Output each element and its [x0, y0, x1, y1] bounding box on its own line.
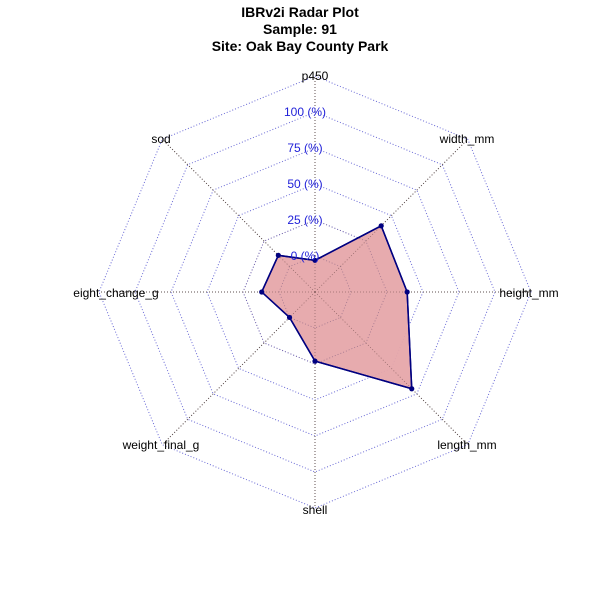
ring-label: 25 (%)	[287, 213, 322, 227]
axis-label-height_mm: height_mm	[499, 286, 558, 300]
data-point-length_mm	[409, 386, 415, 392]
ring-label: 100 (%)	[284, 105, 326, 119]
axis-label-width_mm: width_mm	[439, 132, 495, 146]
axis-label-p450: p450	[302, 69, 329, 83]
axis-label-weight_final_g: weight_final_g	[122, 438, 200, 452]
grid-spoke-overlay	[161, 291, 316, 446]
grid-ring-overlay	[278, 255, 352, 329]
chart-title: IBRv2i Radar Plot	[241, 4, 359, 20]
data-point-width_mm	[378, 223, 384, 229]
ring-label: 50 (%)	[287, 177, 322, 191]
data-point-weight_final_g	[286, 314, 293, 321]
axis-label-eight_change_g: eight_change_g	[73, 286, 158, 300]
axis-label-sod: sod	[151, 132, 170, 146]
chart-subtitle-sample: Sample: 91	[263, 21, 337, 37]
data-area	[260, 224, 413, 390]
data-point-height_mm	[404, 289, 410, 295]
data-point-eight_change_g	[259, 289, 265, 295]
data-point-sod	[275, 252, 281, 258]
axis-label-shell: shell	[303, 503, 328, 517]
grid-ring	[134, 111, 496, 473]
grid-spoke-overlay	[314, 291, 469, 446]
ring-label: 75 (%)	[287, 141, 322, 155]
chart-title-block: IBRv2i Radar Plot Sample: 91 Site: Oak B…	[0, 4, 600, 55]
data-point-p450	[312, 257, 318, 263]
axis-label-length_mm: length_mm	[437, 438, 496, 452]
chart-subtitle-site: Site: Oak Bay County Park	[211, 38, 389, 54]
ring-label: 0 (%)	[291, 249, 320, 263]
data-point-shell	[312, 358, 318, 364]
